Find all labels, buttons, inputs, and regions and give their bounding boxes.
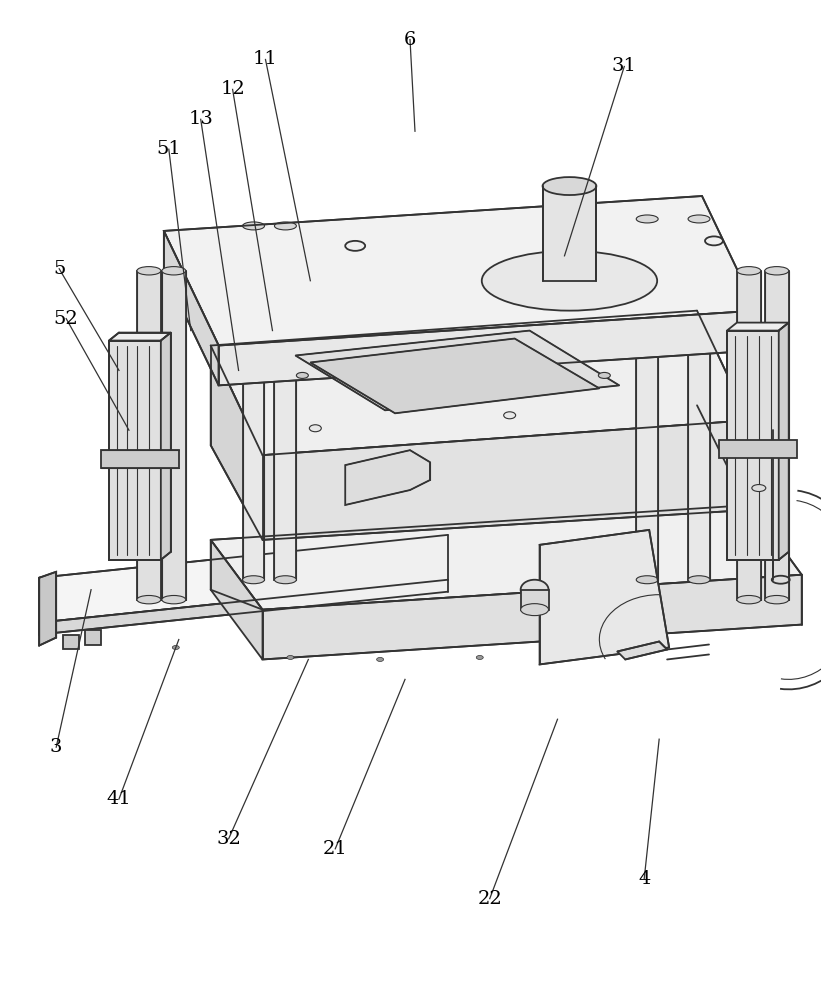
- Ellipse shape: [752, 485, 766, 492]
- Ellipse shape: [137, 267, 161, 275]
- Ellipse shape: [482, 251, 657, 311]
- Polygon shape: [210, 540, 262, 659]
- Text: 22: 22: [478, 890, 502, 908]
- Ellipse shape: [636, 215, 658, 223]
- Polygon shape: [737, 271, 761, 600]
- Ellipse shape: [737, 595, 761, 604]
- Text: 3: 3: [50, 738, 62, 756]
- Polygon shape: [39, 572, 56, 646]
- Ellipse shape: [242, 222, 265, 230]
- Ellipse shape: [772, 576, 790, 584]
- Polygon shape: [161, 333, 171, 560]
- Polygon shape: [164, 231, 219, 385]
- Ellipse shape: [504, 412, 515, 419]
- Ellipse shape: [137, 595, 161, 604]
- Polygon shape: [345, 450, 430, 505]
- Text: 52: 52: [53, 310, 79, 328]
- Polygon shape: [636, 219, 658, 580]
- Polygon shape: [719, 440, 797, 458]
- Ellipse shape: [688, 576, 710, 584]
- Polygon shape: [162, 271, 186, 600]
- Ellipse shape: [173, 646, 179, 649]
- Text: 5: 5: [53, 260, 66, 278]
- Polygon shape: [210, 346, 262, 540]
- Polygon shape: [242, 226, 265, 580]
- Polygon shape: [543, 186, 597, 281]
- Ellipse shape: [737, 267, 761, 275]
- Ellipse shape: [705, 236, 723, 245]
- Ellipse shape: [309, 425, 321, 432]
- Ellipse shape: [287, 655, 294, 659]
- Text: 6: 6: [404, 31, 416, 49]
- Ellipse shape: [764, 267, 789, 275]
- Ellipse shape: [543, 177, 597, 195]
- Ellipse shape: [275, 222, 297, 230]
- Polygon shape: [262, 575, 801, 659]
- Ellipse shape: [476, 655, 483, 659]
- Text: 11: 11: [253, 50, 278, 68]
- Ellipse shape: [275, 576, 297, 584]
- Polygon shape: [688, 219, 710, 580]
- Text: 31: 31: [612, 57, 637, 75]
- Polygon shape: [778, 323, 789, 560]
- Polygon shape: [63, 635, 79, 649]
- Ellipse shape: [520, 580, 548, 600]
- Ellipse shape: [345, 241, 365, 251]
- Ellipse shape: [764, 595, 789, 604]
- Polygon shape: [210, 505, 801, 610]
- Polygon shape: [617, 642, 667, 659]
- Text: 41: 41: [107, 790, 132, 808]
- Ellipse shape: [688, 215, 710, 223]
- Polygon shape: [85, 630, 101, 645]
- Ellipse shape: [242, 576, 265, 584]
- Polygon shape: [39, 535, 448, 623]
- Polygon shape: [727, 331, 778, 560]
- Ellipse shape: [162, 595, 186, 604]
- Polygon shape: [109, 333, 171, 341]
- Ellipse shape: [598, 372, 610, 378]
- Polygon shape: [773, 430, 789, 580]
- Text: 4: 4: [638, 870, 650, 888]
- Text: 21: 21: [323, 840, 348, 858]
- Text: 12: 12: [220, 80, 245, 98]
- Polygon shape: [39, 580, 448, 635]
- Polygon shape: [727, 323, 789, 331]
- Polygon shape: [275, 226, 297, 580]
- Polygon shape: [219, 311, 757, 385]
- Polygon shape: [520, 590, 548, 610]
- Ellipse shape: [520, 604, 548, 616]
- Polygon shape: [764, 271, 789, 600]
- Polygon shape: [311, 339, 599, 413]
- Text: 13: 13: [188, 110, 213, 128]
- Polygon shape: [262, 420, 749, 540]
- Polygon shape: [164, 196, 757, 346]
- Polygon shape: [101, 450, 179, 468]
- Polygon shape: [295, 331, 619, 410]
- Polygon shape: [137, 271, 161, 600]
- Ellipse shape: [162, 267, 186, 275]
- Polygon shape: [109, 341, 161, 560]
- Ellipse shape: [376, 657, 384, 661]
- Ellipse shape: [297, 372, 308, 378]
- Text: 51: 51: [156, 140, 181, 158]
- Text: 32: 32: [216, 830, 241, 848]
- Polygon shape: [539, 530, 669, 664]
- Polygon shape: [210, 311, 749, 455]
- Ellipse shape: [636, 576, 658, 584]
